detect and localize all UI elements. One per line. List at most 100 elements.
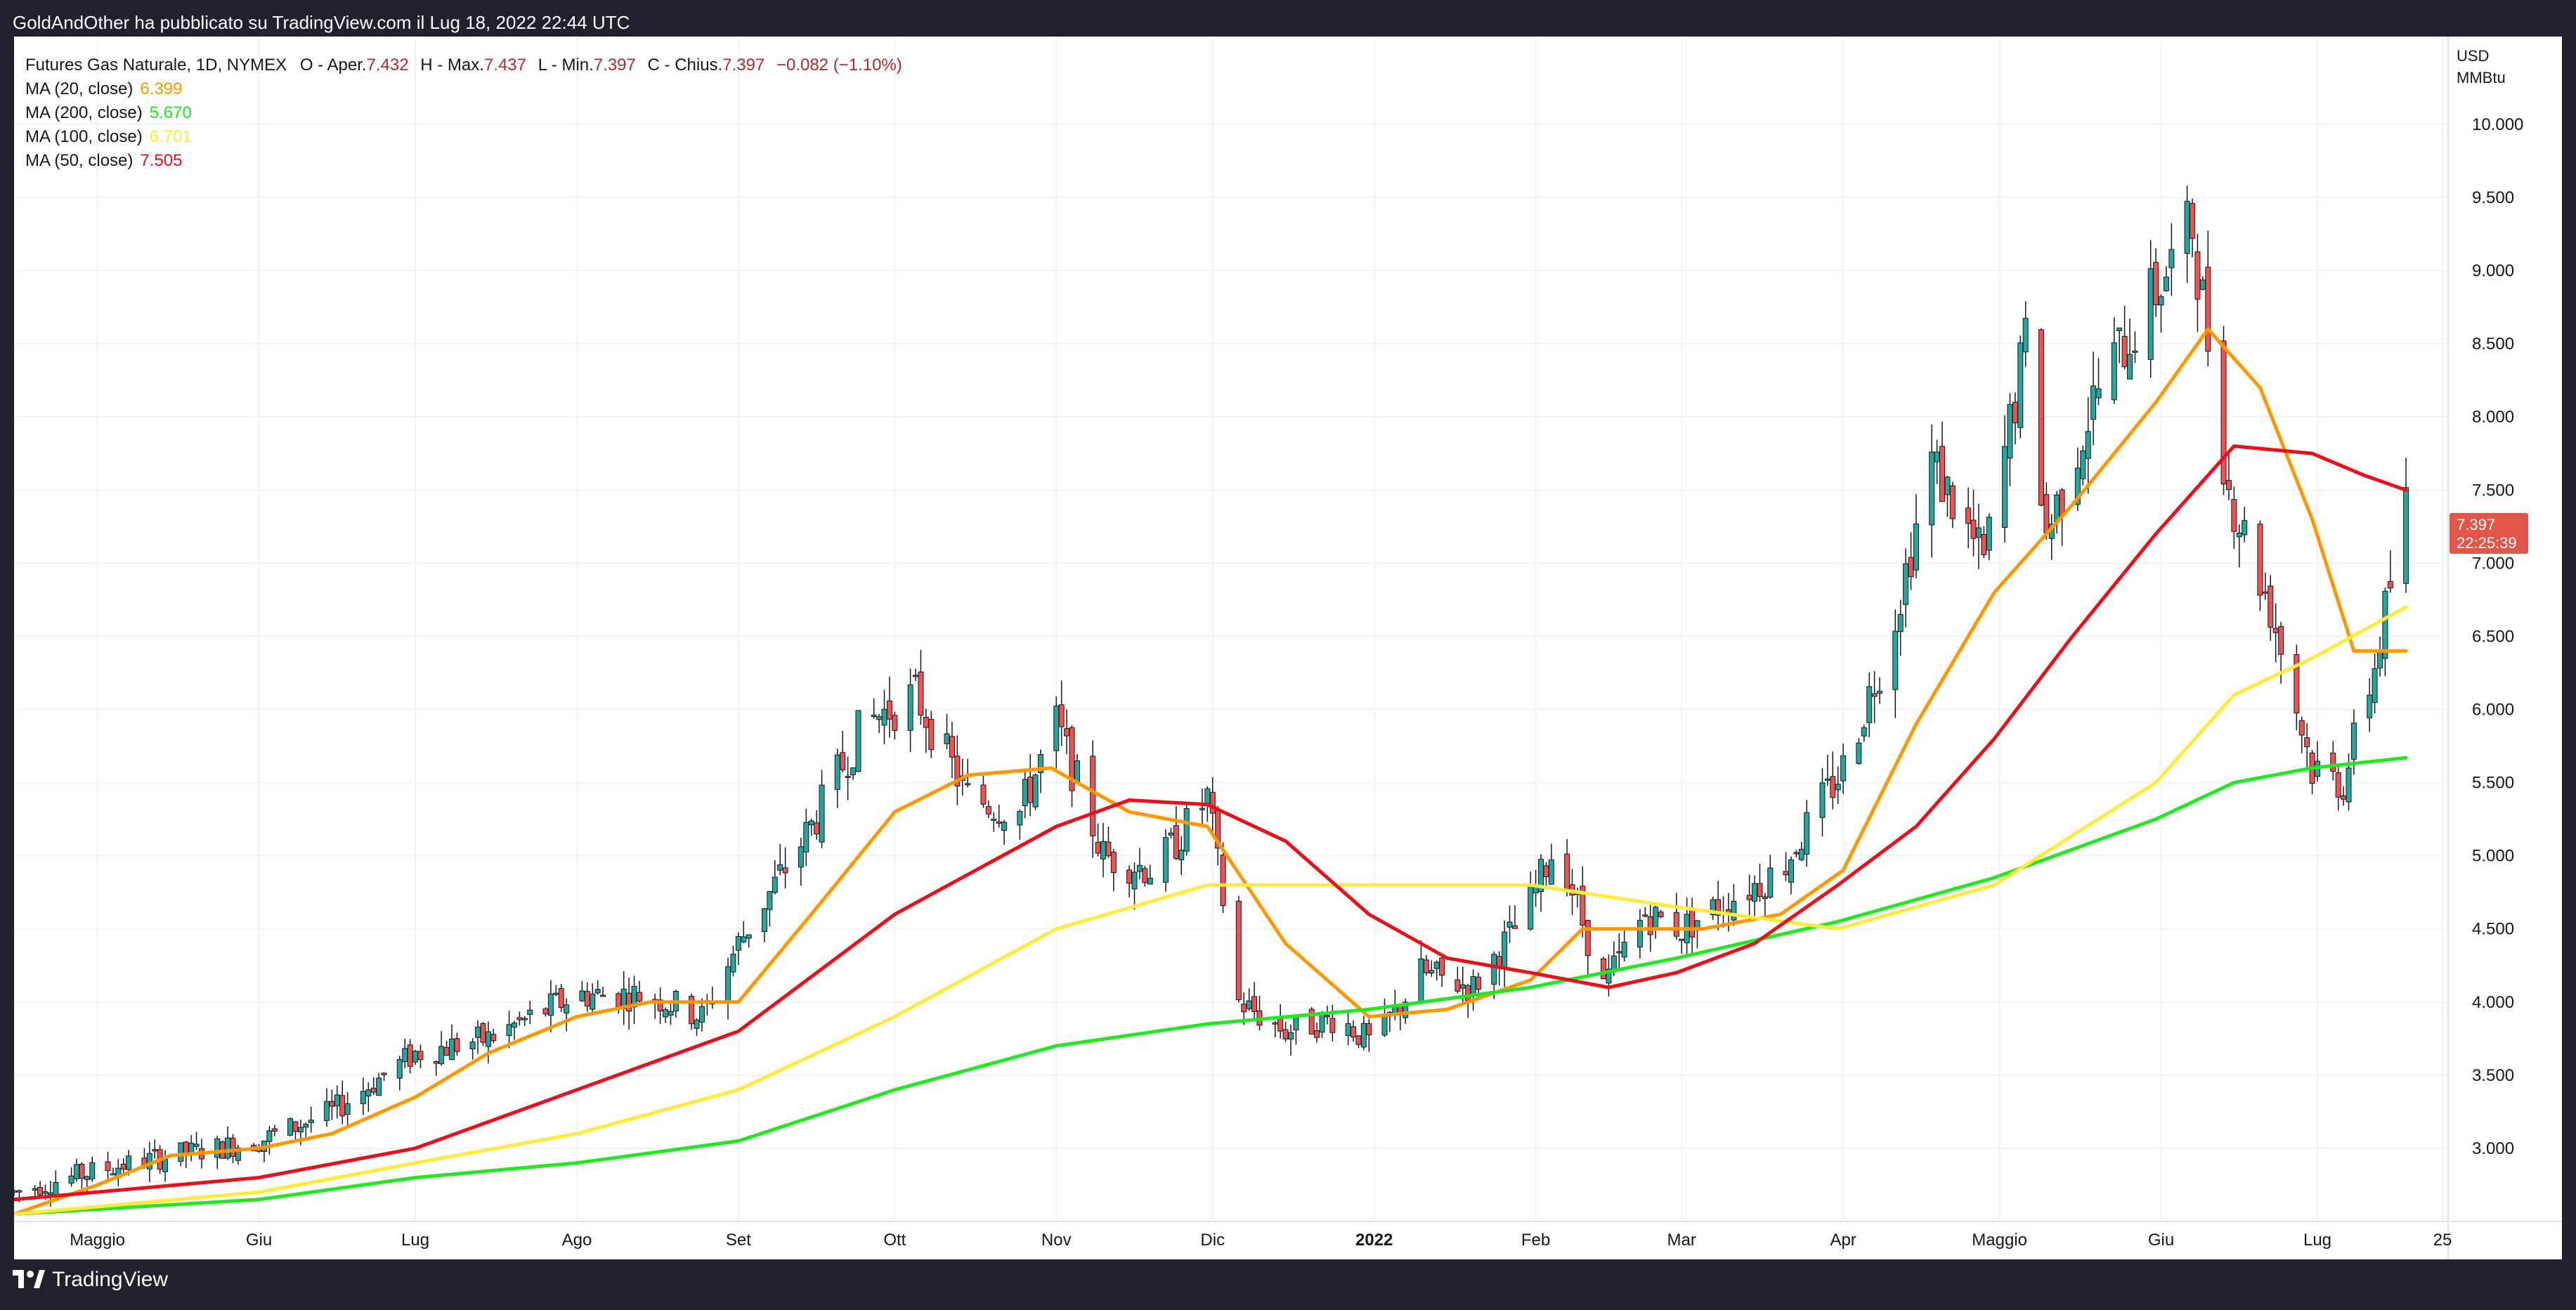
- candle: [782, 847, 788, 889]
- candle-body: [1647, 916, 1653, 935]
- candle-body: [1986, 517, 1992, 551]
- candle-body: [37, 1187, 44, 1195]
- candle: [2231, 486, 2237, 549]
- candle: [438, 1031, 445, 1066]
- candle-body: [892, 715, 898, 731]
- candle-body: [360, 1091, 366, 1104]
- tradingview-logo[interactable]: TradingView: [13, 1268, 168, 1292]
- candle: [1908, 532, 1914, 590]
- candle-body: [292, 1121, 299, 1132]
- candle: [1949, 481, 1956, 528]
- candle-body: [1459, 984, 1466, 989]
- candle-body: [1319, 1012, 1325, 1033]
- candle-body: [2002, 446, 2008, 528]
- candle: [376, 1072, 382, 1096]
- candle: [433, 1061, 439, 1076]
- candle-body: [1074, 760, 1080, 784]
- candle-body: [1058, 704, 1065, 727]
- candle: [162, 1150, 169, 1182]
- candle-body: [469, 1042, 476, 1049]
- candle-body: [1637, 920, 1643, 948]
- x-tick-label: Apr: [1830, 1231, 1856, 1250]
- candle: [2294, 644, 2300, 730]
- candle-body: [2346, 767, 2352, 803]
- ma200-label: MA (200, close): [25, 103, 143, 122]
- candle: [2220, 325, 2227, 495]
- candle-body: [590, 993, 596, 1010]
- candle-body: [1903, 563, 1909, 605]
- candle-body: [1752, 883, 1758, 902]
- candle-body: [271, 1128, 278, 1132]
- candle-body: [944, 733, 950, 744]
- candle: [1537, 854, 1544, 912]
- x-tick-label: Dic: [1200, 1231, 1225, 1250]
- close-label: C - Chius.: [647, 56, 723, 74]
- candle: [1017, 809, 1023, 840]
- candle-body: [542, 1009, 549, 1015]
- time-axis[interactable]: Maggio Giu Lug Ago Set Ott Nov Dic 2022 Feb Mar Apr…: [70, 1231, 2452, 1250]
- candle-body: [1491, 954, 1497, 985]
- candle: [230, 1134, 236, 1164]
- x-tick-label: Maggio: [70, 1231, 125, 1250]
- candle: [2163, 266, 2169, 292]
- candle-body: [14, 1190, 17, 1193]
- candle-body: [2304, 737, 2310, 748]
- candle-body: [2377, 651, 2383, 669]
- candle-body: [438, 1046, 445, 1065]
- candle: [1502, 920, 1508, 987]
- legend-ma100[interactable]: MA (100, close) 6.701: [25, 125, 902, 149]
- chart-svg[interactable]: USD MMBtu 3.000 3.500 4.000 4.500 5.000 5.500…: [14, 37, 2562, 1259]
- candle-body: [761, 908, 767, 932]
- candle-body: [2090, 385, 2097, 420]
- candle-body: [1314, 1030, 1320, 1038]
- legend-ma200[interactable]: MA (200, close) 5.670: [25, 101, 902, 125]
- candle: [1679, 938, 1685, 954]
- symbol-name[interactable]: Futures Gas Naturale, 1D, NYMEX: [25, 56, 287, 74]
- candle: [840, 730, 846, 772]
- candle: [1178, 836, 1185, 876]
- candle-body: [32, 1188, 38, 1191]
- legend-ma50[interactable]: MA (50, close) 7.505: [25, 149, 902, 173]
- ma200-value: 5.670: [149, 103, 192, 122]
- chart-panel[interactable]: USD MMBtu 3.000 3.500 4.000 4.500 5.000 5.500…: [14, 37, 2562, 1259]
- candle-body: [1418, 958, 1424, 1003]
- candle-body: [1027, 777, 1034, 803]
- candle: [1199, 789, 1205, 828]
- candle-body: [2372, 668, 2378, 703]
- candle: [735, 932, 741, 966]
- candle-body: [2012, 401, 2018, 424]
- candle: [876, 713, 883, 734]
- candle: [923, 708, 929, 753]
- candle-body: [1272, 1022, 1278, 1025]
- candle: [1939, 421, 1946, 502]
- candle: [1710, 896, 1716, 920]
- ma-line-20: [14, 327, 2408, 1217]
- candle: [110, 1167, 116, 1176]
- y-tick-label: 4.000: [2472, 993, 2514, 1012]
- legend-ma20[interactable]: MA (20, close) 6.399: [25, 77, 902, 101]
- candle: [1731, 883, 1737, 926]
- candle: [261, 1141, 267, 1162]
- candle-body: [579, 990, 585, 1001]
- candle-body: [741, 936, 747, 942]
- candle-body: [1168, 832, 1174, 836]
- candle-body: [1470, 976, 1476, 997]
- candle: [2315, 741, 2321, 782]
- candle: [2268, 575, 2274, 641]
- y-tick-label: 10.000: [2472, 115, 2523, 134]
- candle-body: [657, 999, 663, 1011]
- candle-body: [214, 1138, 221, 1158]
- legend: Futures Gas Naturale, 1D, NYMEX O - Aper…: [25, 53, 902, 173]
- candle: [1548, 843, 1554, 885]
- candle-body: [1830, 776, 1836, 798]
- candle: [2262, 572, 2268, 600]
- candle: [1418, 940, 1424, 1003]
- price-axis[interactable]: USD MMBtu 3.000 3.500 4.000 4.500 5.000 5.500…: [2457, 47, 2523, 1158]
- candle: [2153, 248, 2159, 318]
- candle-body: [1757, 883, 1763, 897]
- candle-body: [1022, 779, 1028, 807]
- candle-body: [146, 1153, 152, 1170]
- candle-body: [402, 1048, 408, 1063]
- candle-body: [1564, 853, 1570, 893]
- candle: [506, 1011, 512, 1049]
